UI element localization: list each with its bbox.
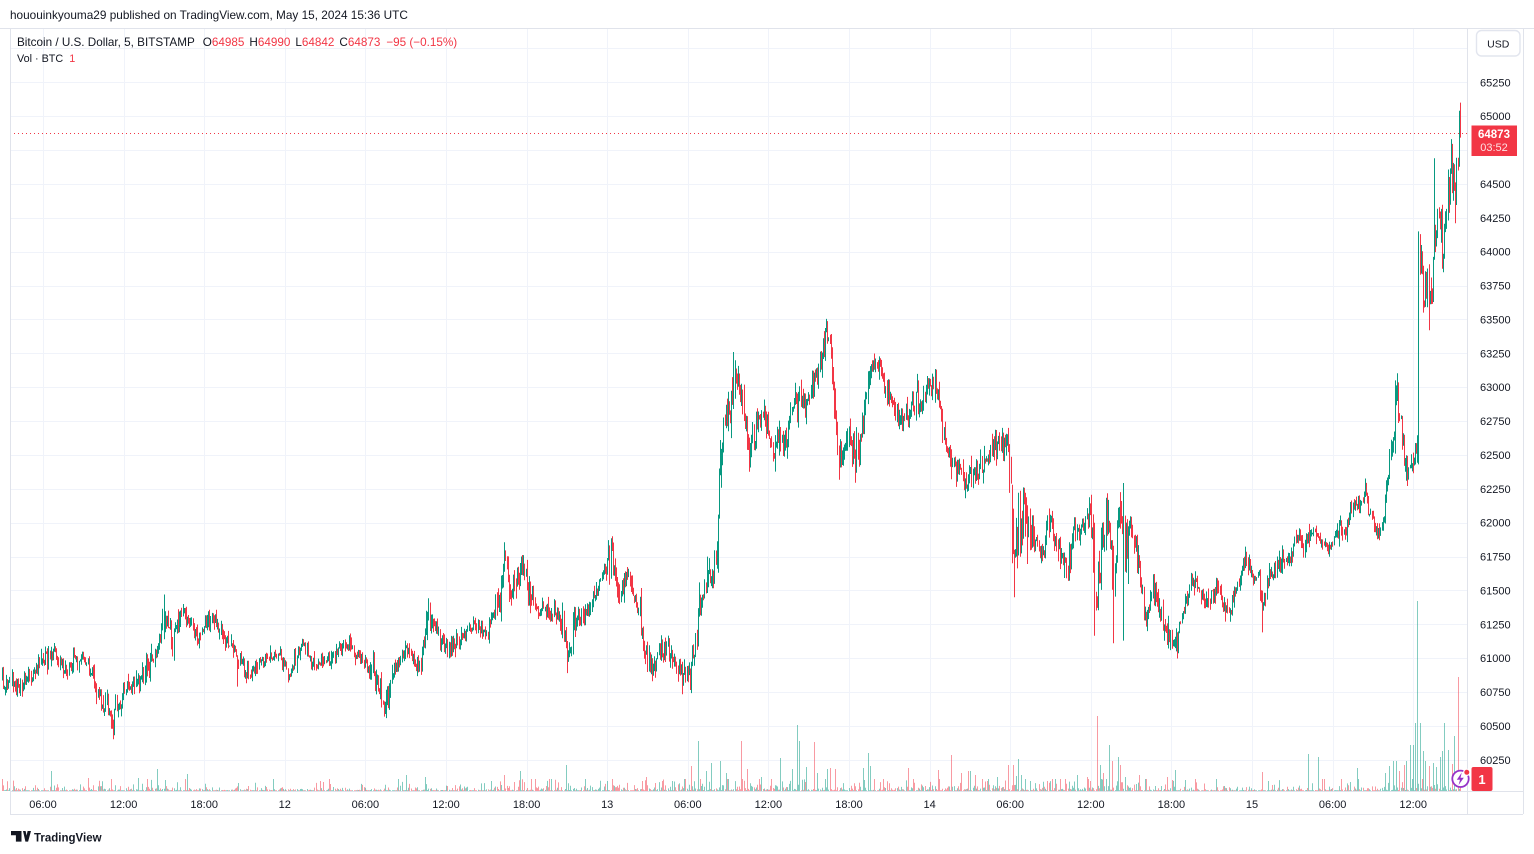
svg-text:14: 14 (923, 799, 935, 811)
svg-text:61250: 61250 (1480, 619, 1511, 631)
svg-text:64000: 64000 (1480, 247, 1511, 259)
svg-text:60750: 60750 (1480, 687, 1511, 699)
svg-text:61500: 61500 (1480, 585, 1511, 597)
svg-text:USD: USD (1487, 39, 1510, 51)
svg-text:06:00: 06:00 (1319, 799, 1347, 811)
svg-text:64500: 64500 (1480, 179, 1511, 191)
svg-text:12:00: 12:00 (1399, 799, 1427, 811)
svg-text:06:00: 06:00 (674, 799, 702, 811)
svg-text:62000: 62000 (1480, 518, 1511, 530)
svg-text:1: 1 (1478, 772, 1485, 787)
svg-text:06:00: 06:00 (996, 799, 1024, 811)
svg-text:03:52: 03:52 (1480, 142, 1508, 154)
svg-text:64873: 64873 (1478, 129, 1510, 141)
svg-text:18:00: 18:00 (835, 799, 863, 811)
svg-text:63250: 63250 (1480, 348, 1511, 360)
svg-text:12:00: 12:00 (110, 799, 138, 811)
svg-text:18:00: 18:00 (513, 799, 541, 811)
svg-text:62500: 62500 (1480, 450, 1511, 462)
svg-text:12:00: 12:00 (1077, 799, 1105, 811)
svg-text:Bitcoin / U.S. Dollar, 5, BITS: Bitcoin / U.S. Dollar, 5, BITSTAMP O64985… (17, 36, 457, 49)
svg-text:60500: 60500 (1480, 721, 1511, 733)
svg-text:12:00: 12:00 (755, 799, 783, 811)
svg-text:15: 15 (1246, 799, 1258, 811)
svg-text:12: 12 (279, 799, 291, 811)
svg-text:63000: 63000 (1480, 382, 1511, 394)
svg-text:64250: 64250 (1480, 213, 1511, 225)
svg-text:06:00: 06:00 (352, 799, 380, 811)
svg-text:hououinkyouma29 published on T: hououinkyouma29 published on TradingView… (10, 8, 408, 22)
svg-text:65000: 65000 (1480, 111, 1511, 123)
svg-text:65250: 65250 (1480, 77, 1511, 89)
svg-text:63500: 63500 (1480, 314, 1511, 326)
svg-text:06:00: 06:00 (29, 799, 57, 811)
svg-text:18:00: 18:00 (1158, 799, 1186, 811)
svg-text:61000: 61000 (1480, 653, 1511, 665)
svg-text:62250: 62250 (1480, 484, 1511, 496)
svg-text:TradingView: TradingView (34, 833, 102, 845)
svg-text:61750: 61750 (1480, 552, 1511, 564)
svg-text:62750: 62750 (1480, 416, 1511, 428)
svg-text:13: 13 (601, 799, 613, 811)
svg-text:12:00: 12:00 (432, 799, 460, 811)
svg-text:60250: 60250 (1480, 755, 1511, 767)
svg-text:63750: 63750 (1480, 281, 1511, 293)
svg-text:18:00: 18:00 (190, 799, 218, 811)
